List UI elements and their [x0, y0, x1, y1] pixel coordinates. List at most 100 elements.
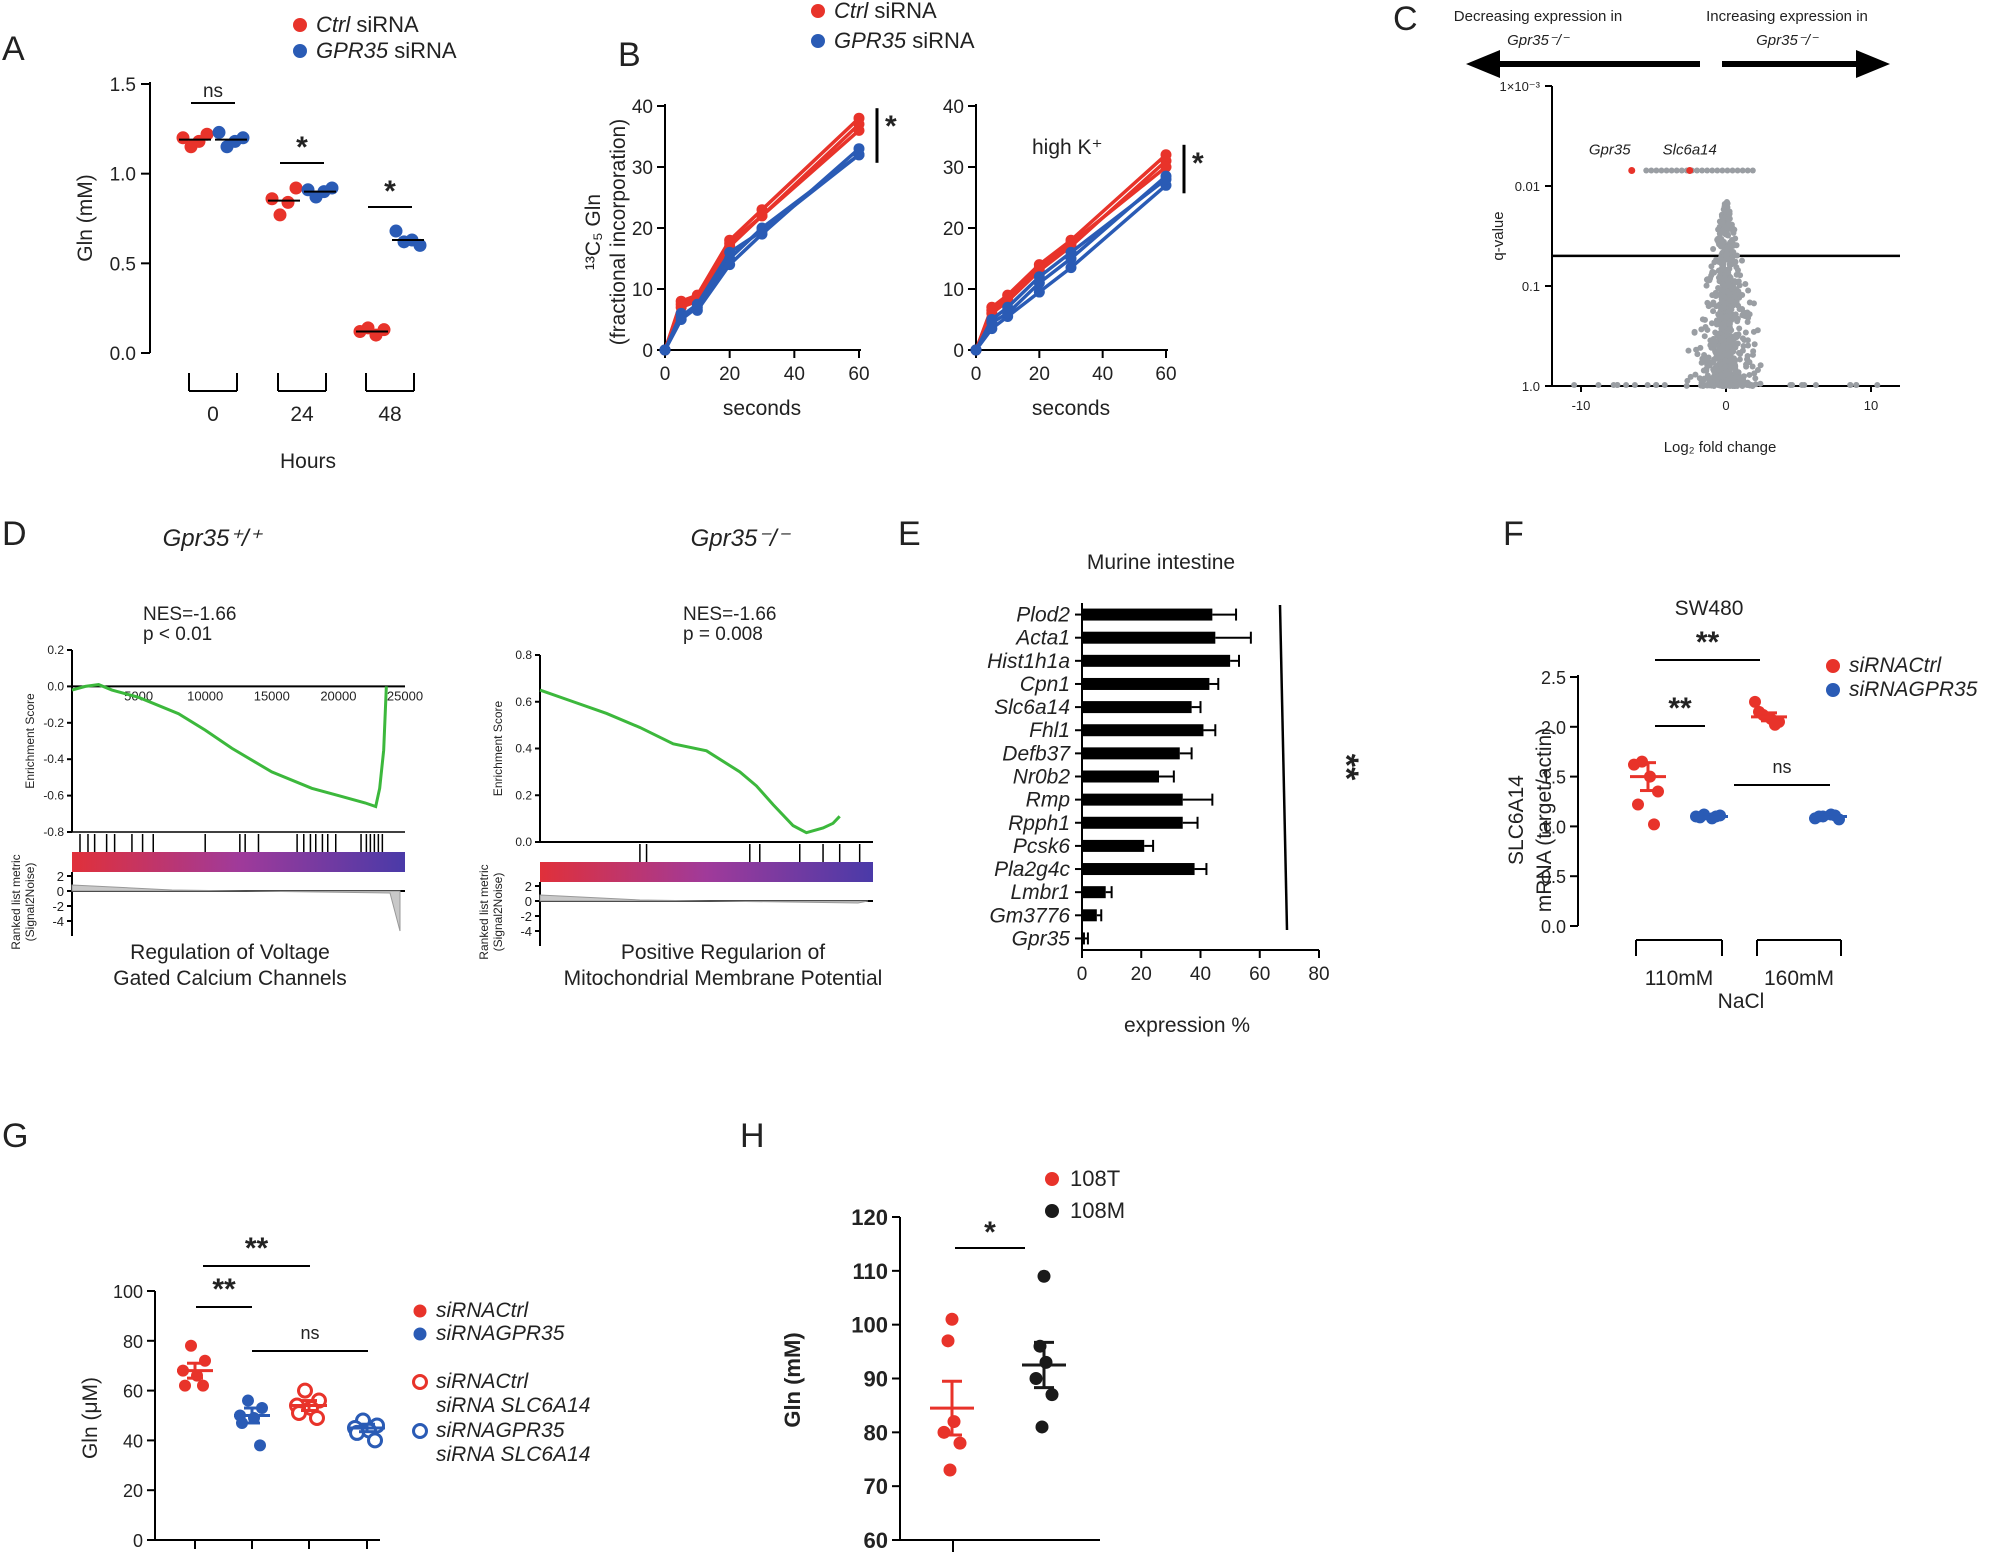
g-data-point	[242, 1394, 254, 1407]
g-significance-label: ns	[300, 1323, 319, 1343]
f-data-point	[1632, 798, 1644, 811]
h-data-point	[1039, 1355, 1053, 1369]
f-y-tick-label: 1.0	[1541, 817, 1566, 837]
a-y-tick-label: 0.5	[110, 254, 136, 275]
c-gene-point	[1733, 264, 1740, 271]
e-bar	[1082, 631, 1216, 644]
a-data-point	[389, 224, 403, 238]
c-gene-point	[1757, 362, 1764, 369]
c-gene-point	[1658, 167, 1665, 174]
g-data-point	[236, 1416, 248, 1429]
b-legend-marker	[811, 34, 825, 48]
g-legend-marker	[413, 1327, 427, 1341]
c-gene-point	[1712, 289, 1719, 296]
c-gene-point	[1726, 336, 1733, 343]
panel-label-G: G	[2, 1117, 28, 1155]
g-y-tick-label: 60	[123, 1382, 143, 1402]
d-es-x-tick-label: 15000	[254, 688, 290, 703]
d-es-x-tick-label: 20000	[320, 688, 356, 703]
h-data-point	[953, 1436, 967, 1450]
c-gene-point	[1713, 365, 1720, 372]
b-data-point	[1033, 277, 1045, 289]
d-es-y-tick-label: 0.4	[515, 742, 532, 756]
c-gene-point	[1614, 382, 1621, 388]
g-data-point	[179, 1379, 191, 1392]
b-x-tick-label: 0	[971, 364, 982, 385]
c-gene-point	[1739, 167, 1746, 174]
b-x-tick-label: 40	[1092, 364, 1113, 385]
c-gene-point	[1737, 272, 1744, 279]
e-bar	[1082, 770, 1160, 783]
e-bar	[1082, 909, 1097, 922]
a-x-tick-label: 24	[290, 403, 314, 426]
c-gene-point	[1644, 382, 1651, 388]
c-gene-point	[1751, 341, 1758, 348]
d-es-x-tick-label: 10000	[187, 688, 223, 703]
b-y-tick-label: 20	[943, 219, 964, 240]
b-x-tick-label: 60	[1155, 364, 1176, 385]
c-gene-point	[1718, 314, 1725, 321]
e-category-label: Plod2	[1016, 604, 1070, 627]
c-gene-point	[1732, 342, 1739, 349]
d-es-y-tick-label: 0.0	[515, 835, 532, 849]
a-significance-label: ns	[203, 81, 223, 102]
c-gene-point	[1704, 372, 1711, 379]
c-gene-point	[1732, 258, 1739, 265]
c-gene-point	[1710, 308, 1717, 315]
g-y-tick-label: 40	[123, 1431, 143, 1451]
a-x-axis-label: Hours	[280, 450, 336, 473]
d-metric-area	[539, 894, 869, 904]
g-legend-label: siRNAGPR35	[436, 1419, 565, 1442]
f-significance-label: ns	[1772, 757, 1791, 777]
a-data-point	[289, 181, 303, 195]
d-es-y-tick-label: -0.8	[43, 825, 64, 839]
c-gene-point	[1733, 252, 1740, 259]
c-gene-point	[1738, 257, 1745, 264]
e-category-label: Gpr35	[1012, 927, 1071, 950]
c-gene-point	[1733, 373, 1740, 380]
d-metric-y-tick-label: -4	[52, 914, 64, 929]
b-data-point	[1033, 262, 1045, 274]
c-y-tick-label: 0.01	[1515, 179, 1540, 194]
c-gene-point	[1710, 373, 1717, 380]
d-gene-set-caption: Positive Regularion of	[621, 941, 825, 964]
a-data-point	[236, 131, 250, 145]
b-y-tick-label: 30	[943, 158, 964, 179]
e-category-label: Defb37	[1002, 742, 1071, 765]
c-gene-point	[1724, 230, 1731, 237]
c-y-axis-label: q-value	[1490, 211, 1507, 260]
a-data-point	[377, 323, 391, 337]
d-rank-gradient-bar	[72, 852, 405, 872]
a-significance-label: *	[296, 131, 308, 164]
h-legend-marker	[1045, 1172, 1059, 1186]
c-gene-point	[1726, 326, 1733, 333]
d-metric-y-tick-label: -2	[52, 899, 64, 914]
c-gene-point	[1749, 167, 1756, 174]
d-metric-area	[71, 884, 401, 932]
b-data-point	[1065, 262, 1077, 274]
c-gene-point	[1700, 377, 1707, 384]
a-y-tick-label: 0.0	[110, 344, 136, 365]
d-metric-y-tick-label: 2	[57, 869, 64, 884]
c-gene-point	[1723, 313, 1730, 320]
c-gene-point	[1723, 266, 1730, 273]
c-gene-point	[1744, 352, 1751, 359]
e-category-label: Pcsk6	[1013, 835, 1071, 858]
c-gene-point	[1668, 167, 1675, 174]
c-gene-point	[1707, 337, 1714, 344]
d-p-label: p = 0.008	[683, 624, 763, 645]
panel-label-H: H	[740, 1117, 765, 1155]
panel-label-B: B	[618, 36, 641, 74]
c-gene-point	[1710, 358, 1717, 365]
h-y-tick-label: 120	[851, 1205, 888, 1230]
a-data-point	[265, 192, 279, 206]
e-bar	[1082, 886, 1106, 899]
c-gene-point	[1736, 325, 1743, 332]
c-gene-point	[1721, 203, 1728, 210]
h-legend-label: 108M	[1070, 1198, 1125, 1223]
f-group-label: 160mM	[1764, 967, 1834, 990]
c-gene-point	[1653, 167, 1660, 174]
h-significance-label: *	[984, 1216, 996, 1249]
b-legend-label-italic: GPR35	[834, 28, 907, 53]
c-gene-point	[1694, 351, 1701, 358]
